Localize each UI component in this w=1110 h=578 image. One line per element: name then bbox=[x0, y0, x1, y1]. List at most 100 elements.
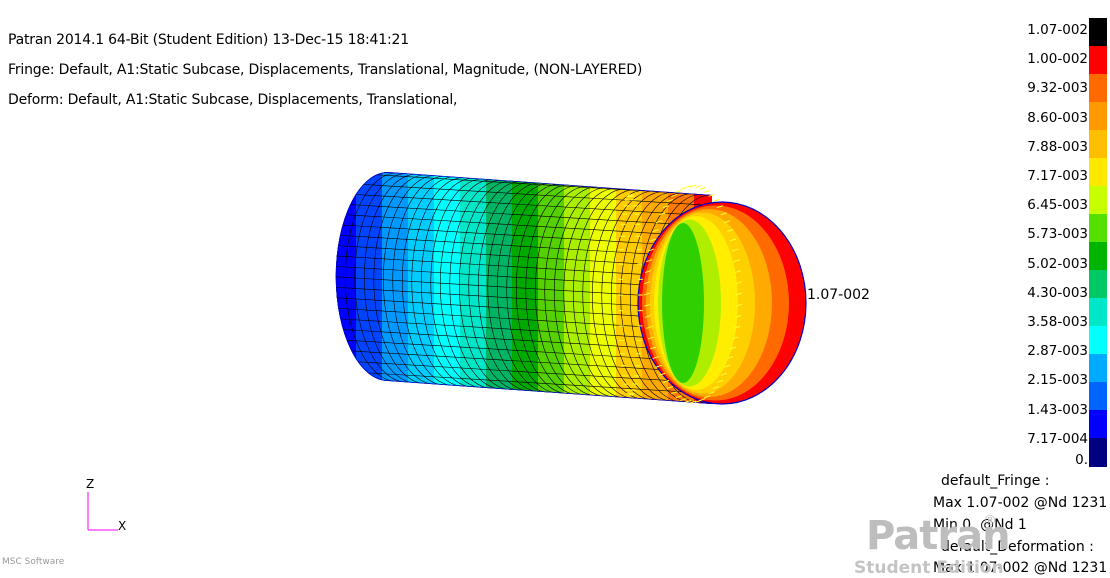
displacement-arrow bbox=[666, 198, 674, 202]
displacement-arrow bbox=[708, 193, 715, 197]
displacement-arrow bbox=[731, 336, 739, 340]
displacement-arrow bbox=[646, 325, 653, 329]
mesh-line bbox=[525, 185, 579, 395]
mesh-line bbox=[496, 183, 550, 393]
displacement-arrow bbox=[685, 399, 692, 403]
colorbar-swatch bbox=[1089, 102, 1107, 131]
displacement-arrow bbox=[666, 386, 674, 390]
registered-mark: ® bbox=[983, 513, 997, 529]
legend-label: 9.32-003 bbox=[1027, 80, 1088, 97]
displacement-arrow bbox=[650, 346, 657, 350]
colorbar-swatch bbox=[1089, 354, 1107, 383]
mesh-line bbox=[373, 174, 427, 384]
displacement-arrow bbox=[724, 220, 731, 224]
mesh-line bbox=[335, 359, 712, 384]
displacement-arrow bbox=[729, 346, 736, 350]
colorbar-swatch bbox=[1089, 326, 1107, 355]
displacement-arrow bbox=[644, 270, 652, 274]
legend-label: 8.60-003 bbox=[1027, 109, 1088, 126]
legend-label: 5.73-003 bbox=[1027, 226, 1088, 243]
mesh-line bbox=[458, 180, 512, 391]
mesh-line bbox=[439, 179, 493, 389]
mesh-line bbox=[363, 173, 417, 384]
mesh-line bbox=[468, 181, 522, 391]
mesh-line bbox=[354, 173, 408, 383]
displacement-arrow bbox=[720, 372, 727, 376]
displacement-arrow bbox=[662, 205, 670, 209]
header-line-deform: Deform: Default, A1:Static Subcase, Disp… bbox=[8, 92, 458, 108]
legend-label: 1.07-002 bbox=[1027, 22, 1088, 38]
mesh-line bbox=[335, 370, 712, 394]
fringe-title: default_Fringe : bbox=[941, 473, 1050, 489]
mesh-line bbox=[430, 178, 484, 389]
mesh-line bbox=[487, 182, 541, 393]
displacement-arrow bbox=[675, 395, 682, 399]
mesh-line bbox=[344, 172, 398, 382]
displacement-arrow bbox=[659, 372, 666, 376]
legend-label: 7.88-003 bbox=[1027, 138, 1088, 155]
mesh-line bbox=[515, 184, 569, 395]
mesh-line bbox=[392, 175, 446, 386]
msc-software-logo: MSC Software bbox=[2, 557, 65, 567]
legend-label: 2.15-003 bbox=[1027, 372, 1088, 389]
mesh-line bbox=[534, 185, 588, 396]
displacement-arrow bbox=[675, 189, 682, 193]
fringe-min: Min 0. @Nd 1 bbox=[933, 517, 1027, 533]
colorbar-swatch bbox=[1089, 382, 1107, 411]
mesh-line bbox=[544, 186, 598, 397]
mesh-line bbox=[420, 177, 474, 388]
cylinder-end-face bbox=[637, 201, 807, 405]
legend-label: 7.17-004 bbox=[1027, 430, 1088, 447]
z-axis-label: Z bbox=[86, 477, 95, 491]
displacement-arrow bbox=[727, 229, 734, 232]
fringe-band bbox=[564, 171, 591, 404]
legend-label: 1.43-003 bbox=[1027, 401, 1088, 418]
mesh-line bbox=[572, 188, 626, 399]
displacement-arrow bbox=[647, 248, 655, 252]
displacement-arrow bbox=[727, 356, 734, 359]
x-axis-label: X bbox=[118, 519, 127, 533]
mesh-line bbox=[335, 182, 712, 206]
colorbar-swatch bbox=[1089, 270, 1107, 299]
displacement-arrow bbox=[724, 364, 731, 368]
mesh-line bbox=[335, 203, 712, 227]
displacement-arrow bbox=[716, 205, 724, 209]
displacement-arrow bbox=[644, 281, 651, 285]
mesh-line bbox=[477, 181, 531, 392]
colorbar-swatch bbox=[1089, 18, 1107, 47]
legend-label: 1.00-002 bbox=[1027, 51, 1088, 68]
header-line-fringe: Fringe: Default, A1:Static Subcase, Disp… bbox=[8, 62, 643, 78]
displacement-arrow bbox=[731, 248, 739, 252]
mesh-line bbox=[591, 189, 645, 400]
end-face-band bbox=[662, 223, 704, 383]
fringe-band bbox=[460, 171, 487, 404]
mesh-line bbox=[335, 223, 712, 248]
colorbar-swatch bbox=[1089, 214, 1107, 243]
mesh-line bbox=[449, 179, 503, 390]
displacement-arrow bbox=[694, 399, 701, 403]
legend-label: 5.02-003 bbox=[1027, 255, 1088, 272]
displacement-arrow bbox=[662, 379, 670, 383]
displacement-arrow bbox=[685, 185, 692, 189]
fringe-colorbar bbox=[1089, 18, 1107, 467]
fringe-band bbox=[486, 171, 513, 404]
legend-label: 6.45-003 bbox=[1027, 197, 1088, 214]
end-face-rim bbox=[637, 201, 807, 405]
displacement-arrow bbox=[655, 220, 662, 224]
mesh-line bbox=[620, 191, 674, 402]
deform-max: Max 1.07-002 @Nd 1231 bbox=[933, 560, 1108, 576]
max-value-label: 1.07-002 bbox=[807, 287, 870, 303]
mesh-line bbox=[601, 190, 655, 401]
colorbar-swatch bbox=[1089, 74, 1107, 103]
legend-label: 4.30-003 bbox=[1027, 284, 1088, 301]
colorbar-swatch bbox=[1089, 410, 1107, 439]
displacement-arrow bbox=[708, 391, 715, 395]
legend-label: 7.17-003 bbox=[1027, 168, 1088, 184]
displacement-arrow bbox=[655, 364, 662, 368]
header-line-title: Patran 2014.1 64-Bit (Student Edition) 1… bbox=[8, 32, 409, 48]
mesh-line bbox=[563, 187, 617, 398]
mesh-line bbox=[401, 176, 455, 387]
displacement-arrow bbox=[720, 212, 727, 216]
displacement-arrow bbox=[716, 379, 724, 383]
